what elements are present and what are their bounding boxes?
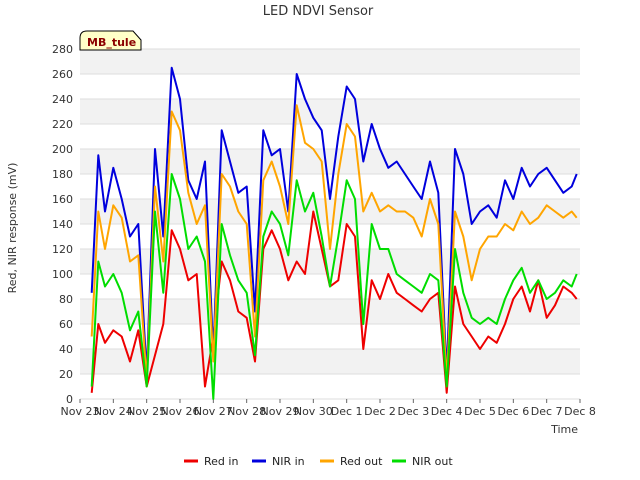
y-tick-label: 40: [59, 343, 73, 356]
x-tick-label: Dec 2: [364, 405, 396, 418]
legend-item: Red out: [320, 455, 383, 468]
series-line-red-in: [90, 210, 578, 394]
x-tick-label: Nov 30: [294, 405, 333, 418]
y-tick-label: 20: [59, 368, 73, 381]
legend-item: NIR in: [252, 455, 305, 468]
site-tag-label: MB_tule: [87, 36, 136, 49]
y-tick-label: 280: [52, 43, 73, 56]
x-tick-label: Dec 5: [464, 405, 496, 418]
y-tick-label: 260: [52, 68, 73, 81]
x-tick-label: Dec 7: [531, 405, 563, 418]
x-tick-label: Dec 3: [397, 405, 429, 418]
y-tick-label: 140: [52, 218, 73, 231]
x-tick-label: Nov 28: [227, 405, 266, 418]
y-tick-label: 220: [52, 118, 73, 131]
series-line-nir-out: [90, 173, 578, 400]
x-tick-label: Nov 29: [261, 405, 300, 418]
y-tick-label: 160: [52, 193, 73, 206]
x-tick-label: Nov 23: [61, 405, 100, 418]
grid-band: [80, 49, 580, 74]
grid-band: [80, 299, 580, 324]
x-tick-label: Dec 8: [564, 405, 596, 418]
series-line-red-out: [90, 104, 578, 382]
x-tick-label: Dec 4: [431, 405, 463, 418]
legend-label: Red out: [340, 455, 383, 468]
x-tick-label: Dec 6: [497, 405, 529, 418]
grid-band: [80, 74, 580, 99]
x-tick-label: Nov 25: [127, 405, 166, 418]
y-tick-label: 180: [52, 168, 73, 181]
x-tick-label: Nov 24: [94, 405, 133, 418]
x-tick-label: Nov 26: [161, 405, 200, 418]
legend-item: Red in: [184, 455, 238, 468]
legend: Red in NIR in Red out NIR out: [184, 455, 453, 468]
site-tag: MB_tule: [79, 30, 142, 51]
grid-band: [80, 149, 580, 174]
y-tick-label: 100: [52, 268, 73, 281]
grid-band: [80, 99, 580, 124]
chart-title: LED NDVI Sensor: [263, 4, 374, 19]
y-tick-label: 120: [52, 243, 73, 256]
y-tick-label: 200: [52, 143, 73, 156]
legend-item: NIR out: [392, 455, 453, 468]
grid-band: [80, 349, 580, 374]
grid-band: [80, 124, 580, 149]
y-tick-label: 60: [59, 318, 73, 331]
x-tick-label: Dec 1: [331, 405, 363, 418]
legend-label: NIR out: [412, 455, 453, 468]
y-tick-label: 80: [59, 293, 73, 306]
y-axis: 0 20 40 60 80 100 120 140 160 180 200 220 240 260 280: [52, 43, 73, 406]
grid-band: [80, 324, 580, 349]
legend-label: NIR in: [272, 455, 305, 468]
grid-band: [80, 249, 580, 274]
x-axis-title: Time: [550, 423, 578, 436]
series-lines: [90, 66, 578, 400]
y-tick-label: 240: [52, 93, 73, 106]
series-line-nir-in: [90, 66, 578, 375]
grid-band: [80, 374, 580, 399]
y-axis-title: Red, NIR response (mV): [6, 163, 19, 294]
x-tick-label: Nov 27: [194, 405, 233, 418]
legend-label: Red in: [204, 455, 238, 468]
site-tag-box: [79, 30, 142, 51]
y-tick-label: 0: [66, 393, 73, 406]
